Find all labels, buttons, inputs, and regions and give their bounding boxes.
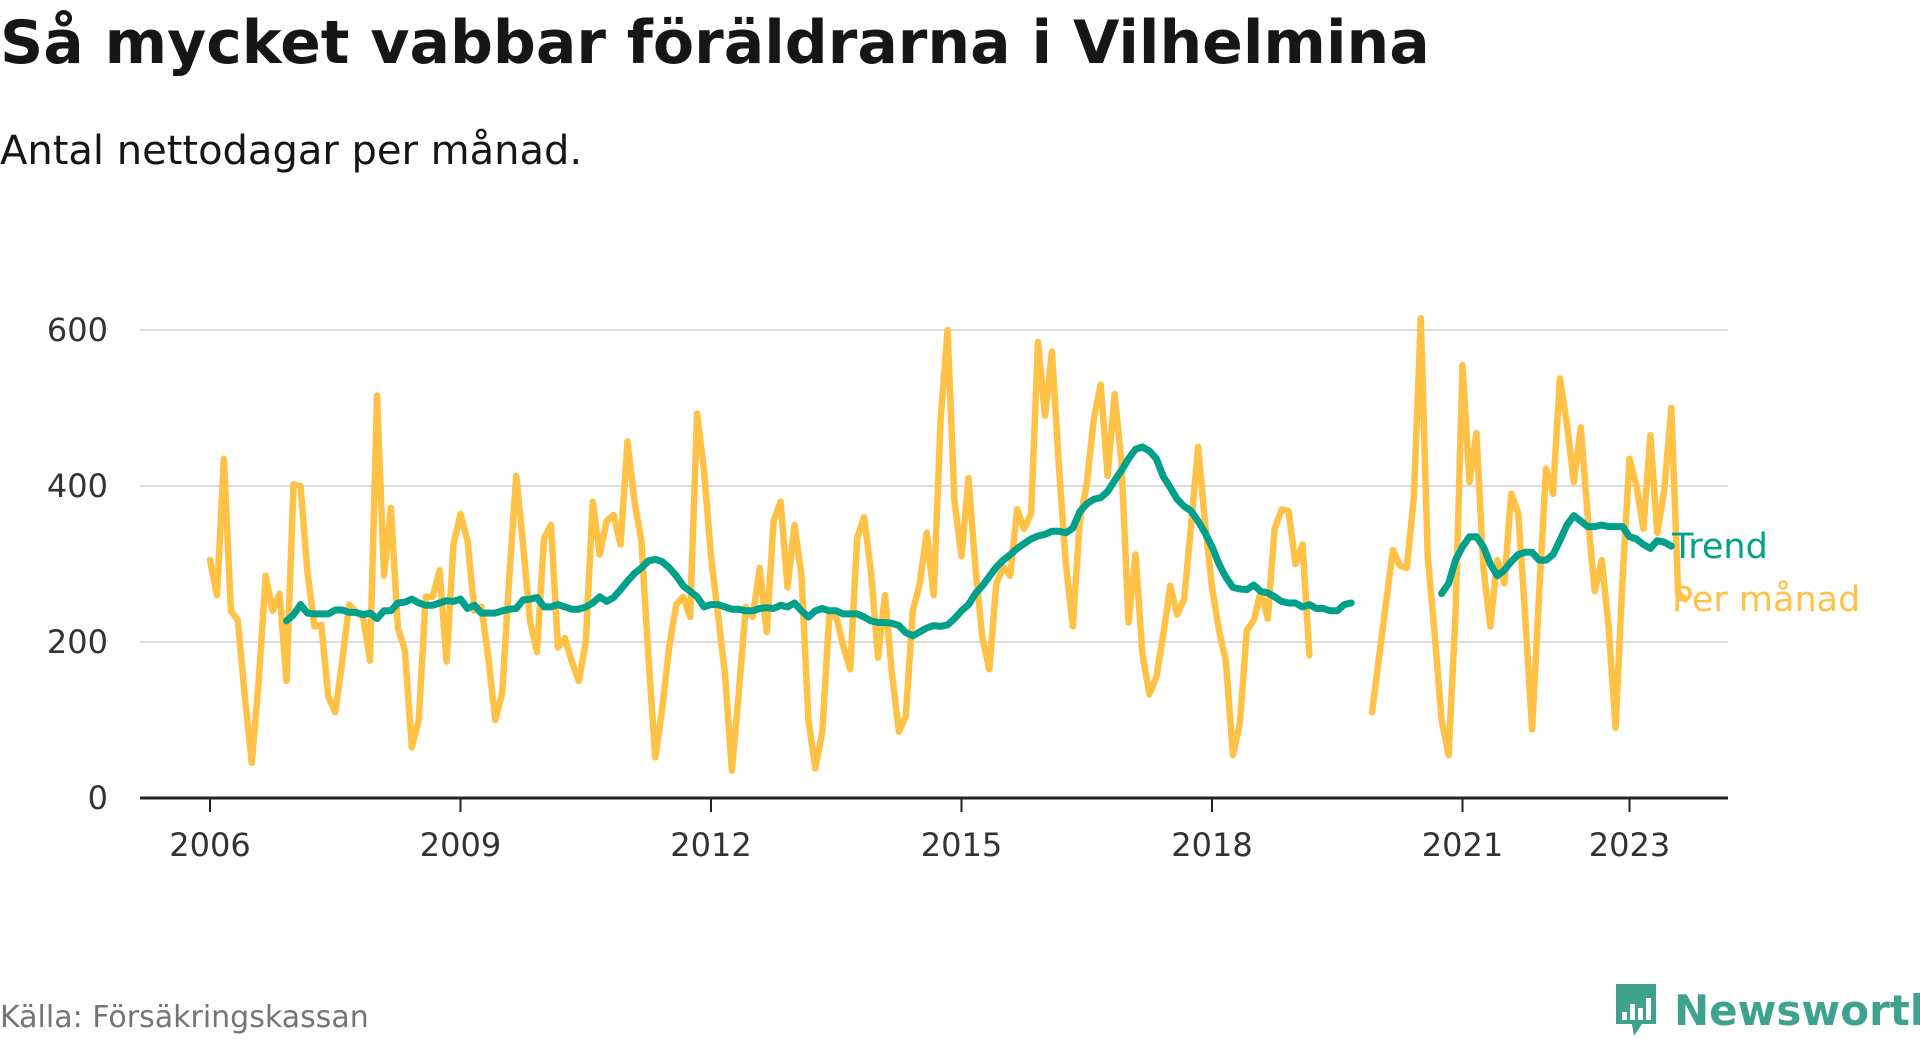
chart-subtitle: Antal nettodagar per månad. (0, 128, 583, 174)
chart-title: Så mycket vabbar föräldrarna i Vilhelmin… (0, 8, 1430, 78)
x-tick-label: 2021 (1422, 826, 1503, 864)
monthly-line-segment-1 (206, 326, 1313, 774)
monthly-line-segment-2 (1368, 315, 1689, 759)
direct-labels: Trend Per månad (1671, 527, 1860, 620)
series-lines (206, 315, 1689, 774)
x-tick-label: 2018 (1171, 826, 1252, 864)
x-tick-label: 2006 (169, 826, 250, 864)
brand-name: Newsworthy (1674, 985, 1920, 1035)
brand-logo: Newsworthy (1612, 980, 1920, 1040)
monthly-series-label: Per månad (1672, 579, 1860, 620)
bar-chart-speech-bubble-icon (1616, 984, 1656, 1036)
axes: 0 200 400 600 2006 2009 2012 2015 2018 2021 2023 (47, 311, 1728, 864)
y-tick-label: 400 (47, 467, 108, 505)
x-tick-label: 2012 (670, 826, 751, 864)
y-tick-label: 0 (88, 779, 108, 817)
y-tick-label: 600 (47, 311, 108, 349)
trend-line-segment-1 (283, 443, 1355, 640)
x-tick-label: 2023 (1589, 826, 1670, 864)
trend-series-label: Trend (1671, 527, 1768, 567)
x-tick-label: 2009 (420, 826, 501, 864)
source-note: Källa: Försäkringskassan (0, 1000, 369, 1035)
x-tick-label: 2015 (921, 826, 1002, 864)
trend-line-segment-2 (1438, 512, 1675, 598)
y-tick-label: 200 (47, 623, 108, 661)
